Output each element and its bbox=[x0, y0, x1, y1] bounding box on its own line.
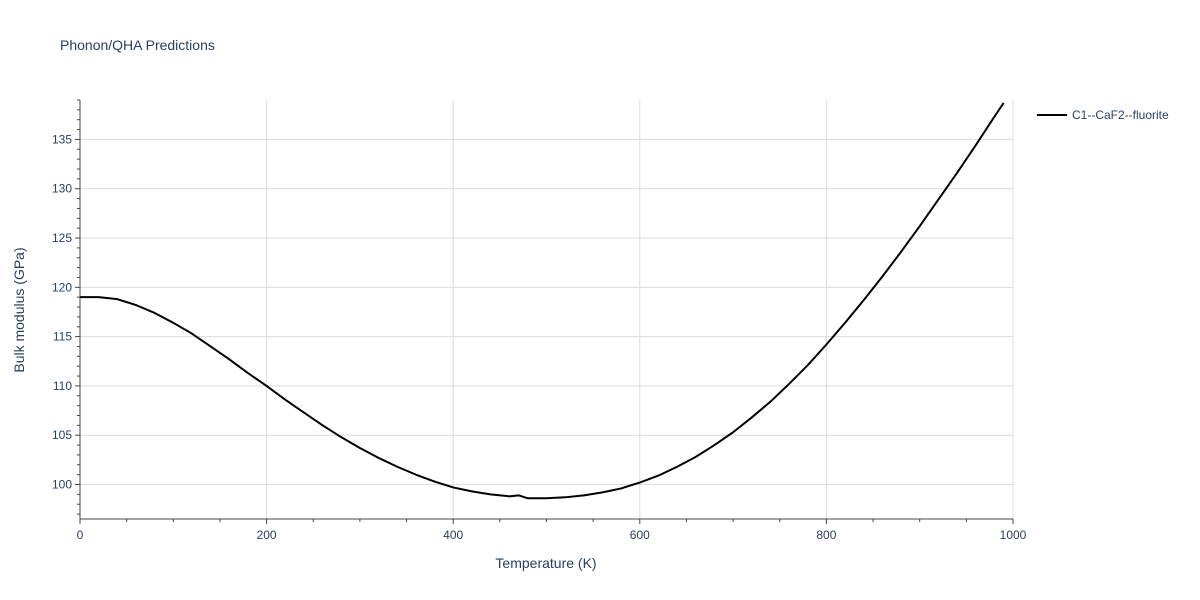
chart-title: Phonon/QHA Predictions bbox=[60, 37, 215, 53]
x-tick-label: 600 bbox=[630, 528, 650, 542]
y-tick-label: 100 bbox=[52, 477, 72, 491]
x-tick-label: 400 bbox=[443, 528, 463, 542]
y-tick-label: 125 bbox=[52, 231, 72, 245]
y-tick-label: 135 bbox=[52, 132, 72, 146]
x-tick-label: 200 bbox=[257, 528, 277, 542]
x-tick-label: 800 bbox=[816, 528, 836, 542]
x-tick-label: 1000 bbox=[1000, 528, 1027, 542]
y-tick-label: 120 bbox=[52, 280, 72, 294]
legend-label: C1--CaF2--fluorite bbox=[1072, 108, 1169, 122]
grid bbox=[80, 100, 1014, 519]
series-layer bbox=[80, 102, 1005, 500]
y-tick-label: 115 bbox=[53, 330, 72, 344]
x-tick-label: 0 bbox=[77, 528, 84, 542]
y-tick-label: 105 bbox=[52, 428, 72, 442]
series-line bbox=[80, 102, 1005, 500]
x-axis-title: Temperature (K) bbox=[495, 555, 596, 571]
legend[interactable]: C1--CaF2--fluorite bbox=[1037, 108, 1169, 122]
y-tick-label: 110 bbox=[53, 379, 72, 393]
y-axis-title: Bulk modulus (GPa) bbox=[11, 247, 27, 372]
axes: 0 200 400 600 800 1000 100 105 110 115 120 125 130 13… bbox=[52, 99, 1027, 542]
y-tick-label: 130 bbox=[52, 182, 72, 196]
